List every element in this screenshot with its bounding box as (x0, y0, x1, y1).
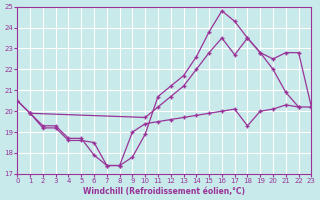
X-axis label: Windchill (Refroidissement éolien,°C): Windchill (Refroidissement éolien,°C) (84, 187, 245, 196)
